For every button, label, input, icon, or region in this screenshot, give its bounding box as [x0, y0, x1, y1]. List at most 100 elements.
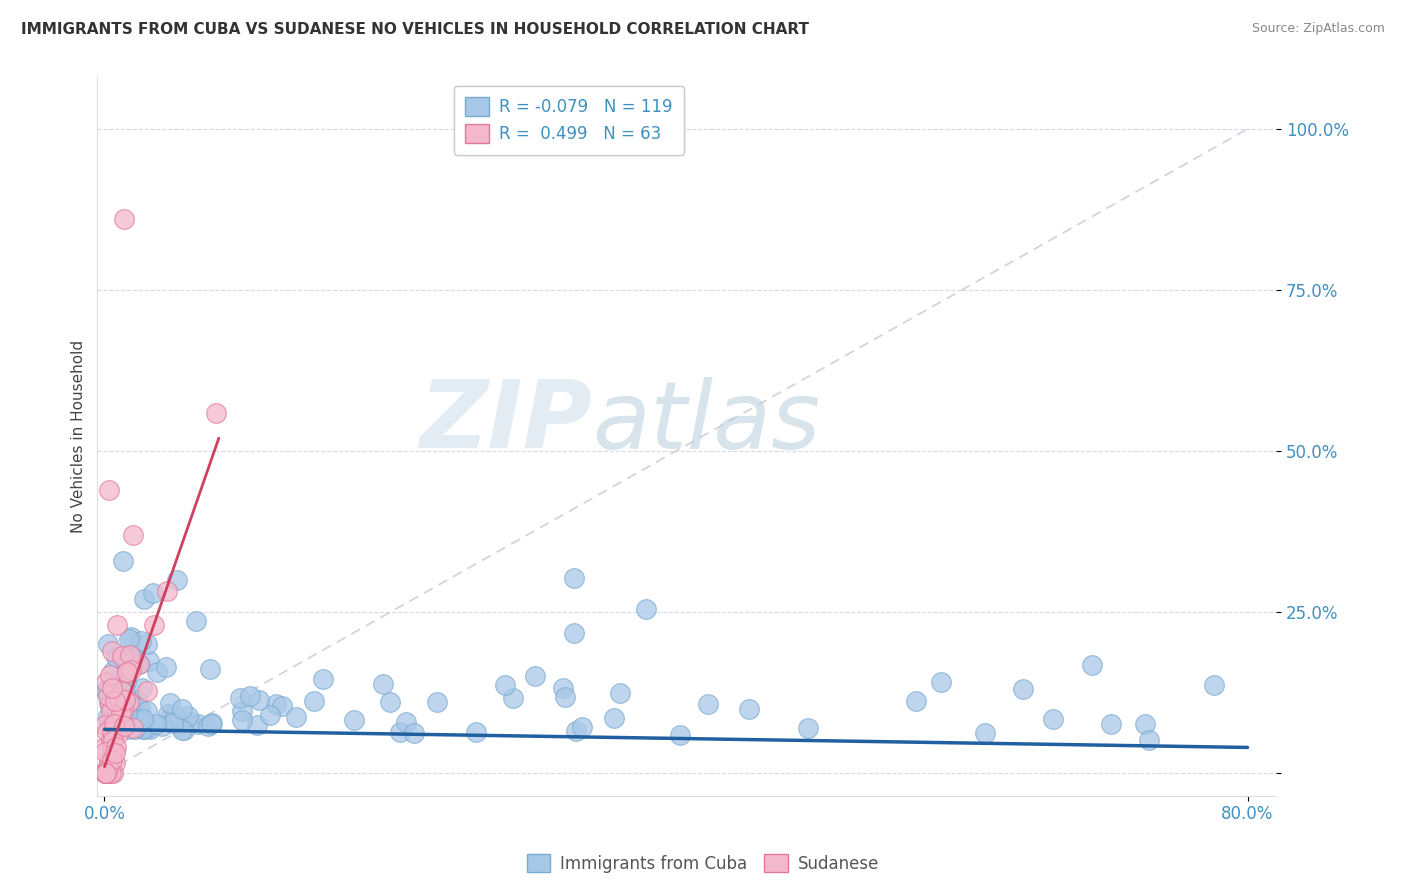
Point — [108, 716, 131, 731]
Point — [205, 406, 228, 420]
Point — [103, 717, 125, 731]
Point — [1012, 682, 1035, 697]
Point — [562, 626, 585, 640]
Point — [165, 707, 187, 722]
Point — [395, 715, 418, 730]
Point — [200, 716, 222, 731]
Point — [115, 706, 138, 720]
Point — [100, 644, 122, 658]
Point — [796, 722, 818, 736]
Point — [143, 618, 166, 632]
Point — [565, 724, 588, 739]
Point — [107, 717, 129, 731]
Point — [98, 698, 121, 713]
Point — [127, 692, 149, 706]
Point — [100, 733, 122, 747]
Point — [1042, 712, 1064, 726]
Point — [115, 665, 138, 679]
Point — [198, 662, 221, 676]
Point — [271, 699, 294, 714]
Point — [110, 706, 132, 720]
Point — [464, 724, 486, 739]
Point — [159, 712, 181, 726]
Point — [104, 649, 127, 664]
Point — [571, 720, 593, 734]
Point — [131, 681, 153, 695]
Point — [124, 651, 146, 665]
Point — [101, 681, 124, 695]
Point — [120, 703, 142, 717]
Point — [118, 723, 141, 737]
Point — [128, 657, 150, 671]
Point — [523, 668, 546, 682]
Point — [125, 711, 148, 725]
Point — [94, 682, 117, 697]
Point — [98, 722, 121, 736]
Point — [104, 718, 127, 732]
Point — [229, 691, 252, 706]
Point — [259, 708, 281, 723]
Point — [142, 586, 165, 600]
Point — [170, 723, 193, 737]
Point — [564, 571, 586, 585]
Point — [634, 602, 657, 616]
Point — [98, 668, 121, 682]
Point — [905, 694, 928, 708]
Point — [120, 697, 142, 711]
Point — [128, 657, 150, 672]
Point — [114, 706, 136, 721]
Point — [129, 721, 152, 735]
Point — [94, 766, 117, 780]
Point — [167, 717, 190, 731]
Point — [94, 766, 117, 780]
Point — [285, 710, 308, 724]
Point — [94, 675, 117, 690]
Point — [1139, 733, 1161, 747]
Point — [373, 677, 395, 691]
Point — [118, 695, 141, 709]
Point — [94, 683, 117, 698]
Point — [107, 708, 129, 723]
Y-axis label: No Vehicles in Household: No Vehicles in Household — [72, 340, 86, 533]
Point — [108, 714, 131, 729]
Point — [114, 675, 136, 690]
Text: atlas: atlas — [592, 376, 821, 467]
Point — [120, 630, 142, 644]
Point — [129, 714, 152, 728]
Point — [117, 632, 139, 646]
Point — [264, 697, 287, 711]
Point — [97, 690, 120, 704]
Point — [231, 713, 253, 727]
Point — [1135, 716, 1157, 731]
Point — [131, 712, 153, 726]
Point — [114, 212, 136, 227]
Point — [1081, 657, 1104, 672]
Point — [94, 745, 117, 759]
Point — [553, 681, 575, 696]
Point — [96, 766, 118, 780]
Point — [103, 733, 125, 747]
Point — [120, 663, 142, 677]
Point — [502, 691, 524, 706]
Point — [111, 666, 134, 681]
Point — [247, 692, 270, 706]
Point — [121, 648, 143, 663]
Point — [114, 692, 136, 706]
Point — [101, 735, 124, 749]
Point — [111, 553, 134, 567]
Point — [97, 637, 120, 651]
Point — [609, 686, 631, 700]
Point — [111, 684, 134, 698]
Point — [100, 747, 122, 761]
Point — [494, 678, 516, 692]
Point — [111, 648, 134, 663]
Point — [603, 711, 626, 725]
Text: Source: ZipAtlas.com: Source: ZipAtlas.com — [1251, 22, 1385, 36]
Point — [162, 716, 184, 731]
Point — [696, 697, 718, 711]
Point — [101, 664, 124, 678]
Point — [311, 672, 333, 686]
Point — [146, 665, 169, 679]
Point — [426, 695, 449, 709]
Point — [101, 725, 124, 739]
